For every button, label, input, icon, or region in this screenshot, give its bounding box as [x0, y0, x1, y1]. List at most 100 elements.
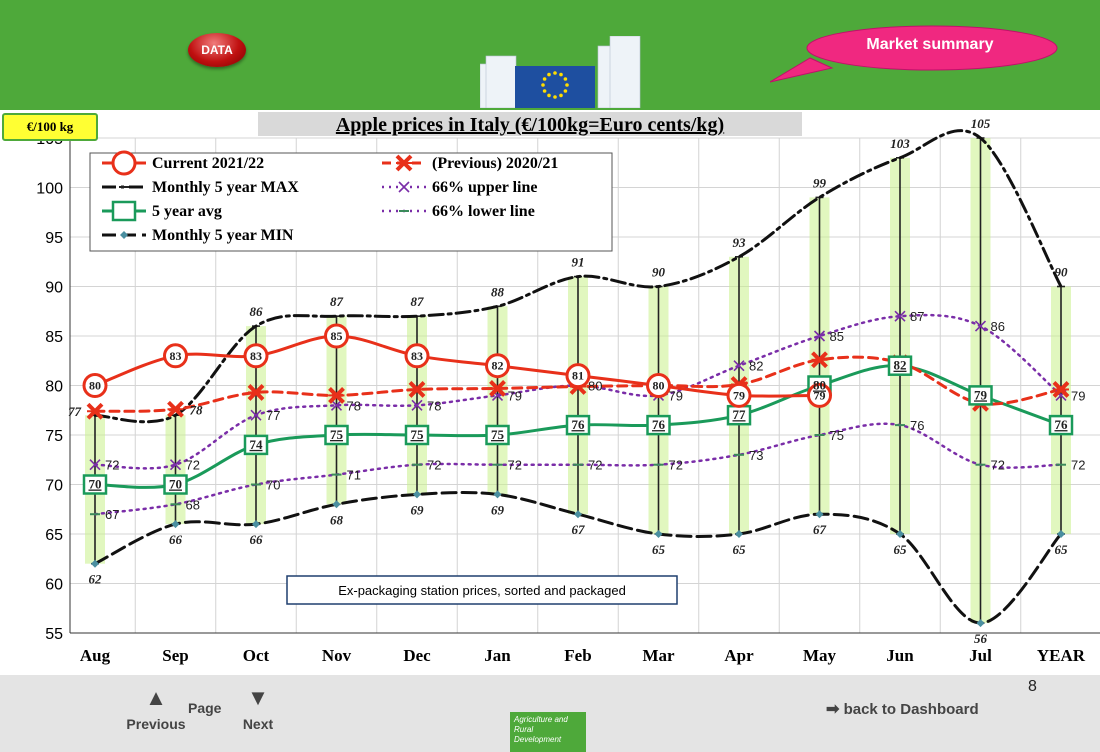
upper-point	[169, 459, 182, 471]
current-data-label: 79	[814, 388, 826, 402]
min-data-label: 65	[733, 542, 747, 557]
previous-page-button[interactable]: ▲ Previous	[126, 687, 186, 733]
current-point	[82, 373, 108, 398]
upper-point	[974, 320, 987, 332]
current-series-line	[93, 334, 821, 398]
avg-point	[968, 385, 993, 406]
lower-data-label: 67	[105, 507, 119, 522]
back-to-dashboard-link[interactable]: ➡ back to Dashboard	[826, 699, 979, 719]
avg-point	[565, 414, 591, 436]
min-data-label: 67	[572, 522, 586, 537]
y-tick-label: 90	[45, 280, 63, 297]
y-tick-label: 70	[45, 478, 63, 495]
current-point	[565, 363, 591, 389]
current-point	[807, 382, 832, 408]
current-point	[163, 343, 188, 369]
avg-point	[485, 424, 510, 446]
legend-label: Monthly 5 year MAX	[152, 179, 299, 196]
avg-data-label: 82	[894, 358, 907, 373]
max-data-label: 99	[813, 175, 827, 190]
current-data-label: 83	[411, 349, 423, 363]
arrow-down-icon: ▼	[247, 685, 269, 710]
max-data-label: 87	[330, 294, 344, 309]
current-data-label: 83	[250, 349, 262, 363]
min-data-label: 65	[894, 542, 908, 557]
avg-data-label: 80	[813, 378, 826, 393]
avg-data-label: 75	[491, 427, 505, 442]
x-tick-label: Jan	[484, 646, 511, 665]
avg-data-label: 76	[1055, 417, 1069, 432]
min-data-label: 66	[169, 532, 183, 547]
y-tick-label: 75	[45, 428, 63, 445]
avg-data-label: 70	[169, 477, 182, 492]
avg-data-label: 75	[330, 427, 344, 442]
max-data-label: 88	[491, 284, 505, 299]
y-tick-label: 80	[45, 379, 63, 396]
min-point	[896, 530, 904, 538]
lower-data-label: 68	[186, 497, 200, 512]
arrow-right-icon: ➡	[826, 701, 840, 718]
avg-point	[111, 200, 137, 222]
lower-data-label: 70	[266, 478, 280, 493]
lower-data-label: 73	[749, 448, 763, 463]
upper-point	[89, 459, 101, 471]
avg-point	[82, 474, 108, 495]
min-point	[654, 530, 663, 538]
avg-point	[646, 414, 671, 436]
upper-data-label: 72	[105, 458, 119, 473]
max-data-label: 90	[652, 265, 666, 280]
previous-data-label: 78	[190, 402, 204, 417]
current-data-label: 81	[572, 369, 584, 383]
min-data-label: 69	[411, 502, 425, 517]
upper-point	[330, 399, 343, 411]
x-tick-label: Oct	[243, 646, 270, 665]
avg-point	[887, 355, 913, 376]
x-tick-label: Sep	[162, 646, 188, 665]
data-button[interactable]: DATA	[188, 33, 246, 67]
min-point	[574, 510, 582, 519]
x-tick-label: May	[803, 646, 837, 665]
x-tick-label: Jul	[969, 646, 992, 665]
current-point	[726, 382, 752, 408]
next-page-button[interactable]: ▼ Next	[236, 685, 280, 733]
min-point	[1057, 530, 1065, 538]
upper-data-label: 79	[508, 388, 522, 403]
current-data-label: 85	[331, 329, 343, 343]
current-data-label: 79	[733, 388, 745, 402]
min-data-label: 68	[330, 512, 344, 527]
min-point	[413, 490, 421, 499]
x-tick-label: Jun	[886, 646, 914, 665]
min-point	[332, 500, 341, 509]
min-point	[976, 619, 985, 628]
upper-data-label: 85	[830, 329, 844, 344]
min-point	[815, 510, 824, 519]
avg-data-label: 75	[411, 427, 425, 442]
market-summary-link[interactable]: Market summary	[866, 36, 994, 53]
max-data-label: 90	[1055, 265, 1069, 280]
y-tick-label: 60	[45, 577, 63, 594]
max-series-line	[93, 129, 1063, 424]
upper-point	[813, 330, 826, 342]
upper-data-label: 82	[749, 359, 763, 374]
max-data-label: 91	[572, 255, 585, 270]
x-tick-label: Nov	[322, 646, 352, 665]
legend-label: Monthly 5 year MIN	[152, 227, 294, 244]
current-point	[111, 150, 137, 176]
upper-data-label: 80	[588, 379, 602, 394]
current-point	[404, 343, 430, 369]
avg-point	[1048, 414, 1074, 436]
min-point	[493, 490, 502, 499]
previous-label: Previous	[126, 716, 186, 732]
min-point	[120, 231, 128, 239]
avg-point	[324, 424, 349, 446]
max-data-label: 103	[890, 136, 910, 151]
market-summary-bubble[interactable]	[770, 24, 1060, 84]
apple-price-chart: Apple prices in Italy (€/100kg=Euro cent…	[0, 110, 1100, 675]
avg-data-label: 74	[250, 437, 264, 452]
max-data-label: 86	[250, 304, 264, 319]
min-data-label: 66	[250, 532, 264, 547]
x-tick-label: Aug	[80, 646, 111, 665]
unit-badge: €/100 kg	[2, 113, 98, 141]
min-data-label: 62	[89, 572, 103, 587]
